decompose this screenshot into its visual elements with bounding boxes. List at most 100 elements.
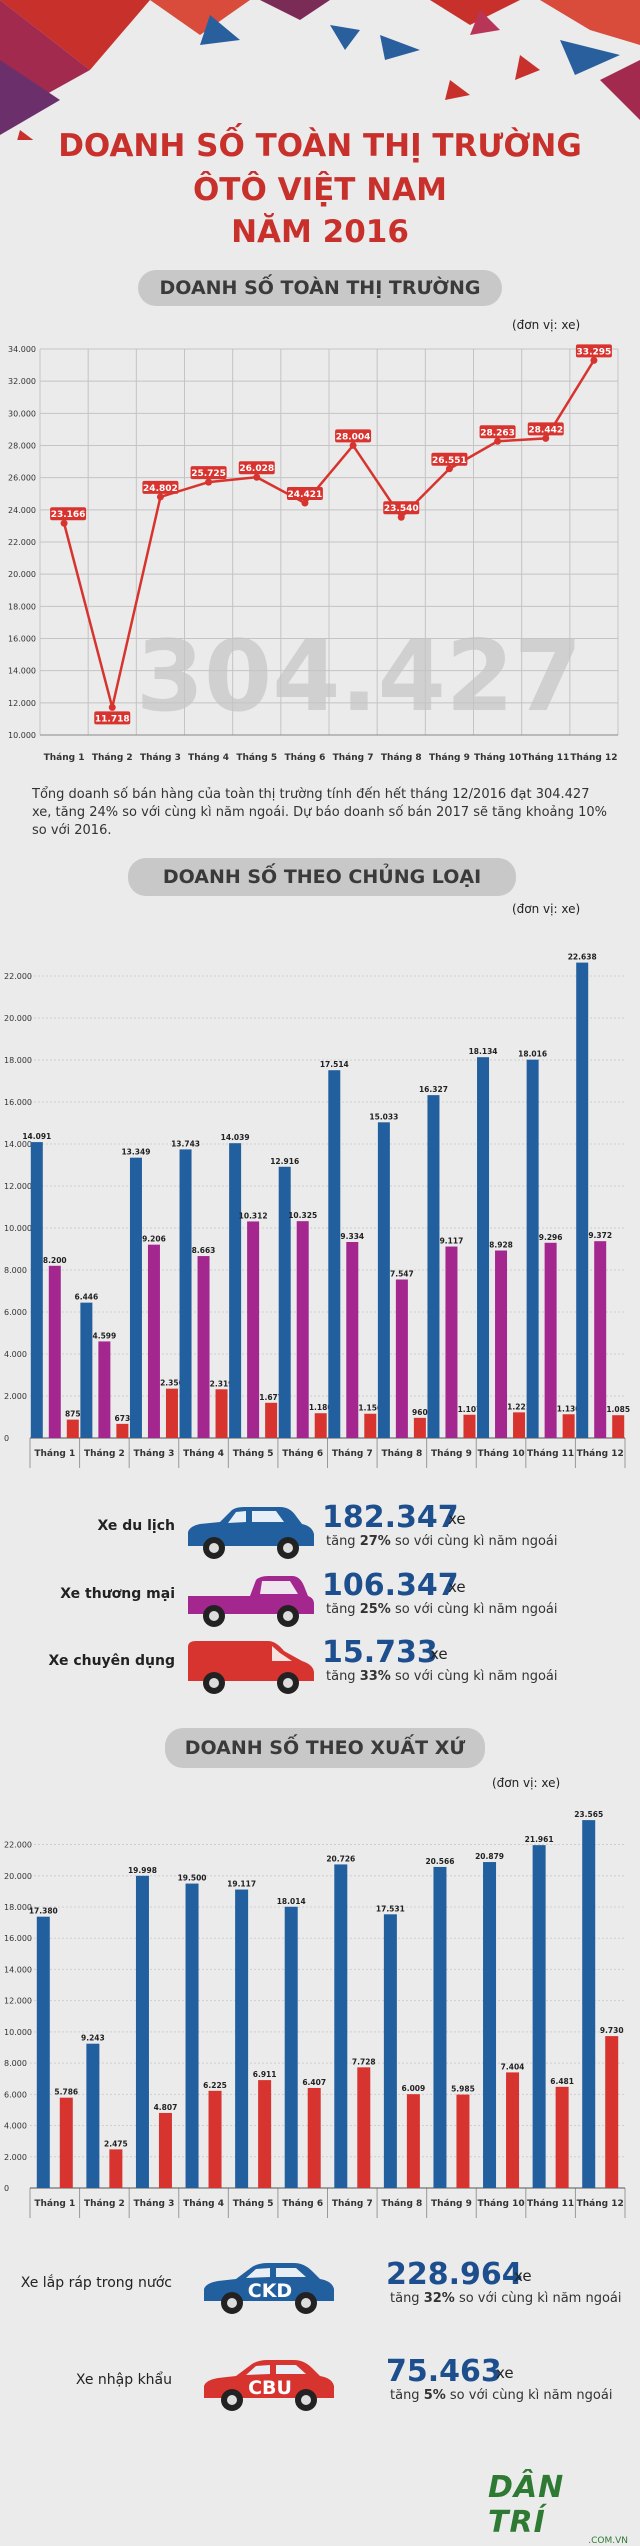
bar-value-label: 6.009 (402, 2084, 426, 2093)
bar (296, 1221, 309, 1438)
xtick-label: Tháng 1 (34, 1449, 75, 1459)
origin-label: Xe lắp ráp trong nước (20, 2275, 172, 2291)
bar-value-label: 7.728 (352, 2057, 376, 2066)
data-label: 11.718 (95, 714, 130, 724)
bar (208, 2090, 222, 2188)
ytick-label: 16.000 (4, 1098, 32, 1107)
bar (66, 1419, 79, 1438)
xtick-label: Tháng 7 (332, 1449, 373, 1459)
bar-value-label: 1.156 (358, 1404, 382, 1413)
car-badge: CBU (248, 2377, 292, 2399)
type-car (180, 1637, 320, 1703)
bar-value-label: 1.107 (458, 1405, 482, 1414)
bar-value-label: 18.134 (469, 1047, 498, 1056)
ytick-label: 14.000 (4, 1140, 32, 1149)
data-point (542, 434, 550, 442)
bar (135, 1875, 149, 2188)
bar-value-label: 18.014 (277, 1897, 306, 1906)
bar (346, 1241, 359, 1438)
bar (80, 1302, 93, 1438)
bar (513, 1412, 526, 1438)
bar-value-label: 13.349 (121, 1148, 150, 1157)
bar-value-label: 2.475 (104, 2139, 128, 2148)
xtick-label: Tháng 9 (429, 753, 470, 763)
bar (364, 1413, 377, 1438)
section1-unit: (đơn vị: xe) (512, 318, 581, 332)
type-number: 106.347 (322, 1568, 459, 1603)
data-label-bg (50, 507, 87, 521)
type-number: 15.733 (322, 1635, 438, 1670)
xtick-label: Tháng 11 (522, 753, 569, 763)
ytick-label: 22.000 (4, 1841, 32, 1850)
xtick-label: Tháng 9 (431, 2199, 472, 2209)
ytick-label: 18.000 (8, 602, 36, 611)
type-growth: tăng 33% so với cùng kì năm ngoái (326, 1669, 558, 1684)
data-label: 24.802 (143, 484, 178, 494)
section2-heading: DOANH SỐ THEO CHỦNG LOẠI (128, 858, 516, 896)
bar (445, 1246, 458, 1438)
data-label: 33.295 (577, 347, 612, 357)
bar (544, 1242, 557, 1438)
bar (278, 1166, 291, 1438)
ytick-label: 20.000 (4, 1872, 32, 1881)
ytick-label: 8.000 (4, 1266, 27, 1275)
data-point (349, 441, 357, 449)
ytick-label: 8.000 (4, 2059, 27, 2068)
bar (357, 2067, 371, 2188)
bar (395, 1279, 408, 1438)
ytick-label: 12.000 (4, 1182, 32, 1191)
bar (413, 1417, 426, 1438)
xtick-label: Tháng 1 (44, 753, 85, 763)
watermark-total: 304.427 (136, 620, 582, 734)
bar (334, 1864, 348, 2188)
data-label-bg (335, 429, 372, 443)
type-unit: xe (448, 1578, 466, 1596)
origin-growth: tăng 32% so với cùng kì năm ngoái (390, 2291, 622, 2306)
bar-value-label: 9.334 (340, 1232, 364, 1241)
bar (383, 1914, 397, 2188)
xtick-label: Tháng 5 (233, 2199, 274, 2209)
bar (406, 2094, 420, 2188)
data-label-bg (142, 480, 179, 494)
bar (463, 1414, 476, 1438)
main-title-line1: DOANH SỐ TOÀN THỊ TRƯỜNG (58, 128, 582, 164)
xtick-label: Tháng 4 (183, 1449, 224, 1459)
data-point (205, 478, 213, 486)
bar-value-label: 9.296 (539, 1233, 563, 1242)
bar-value-label: 20.726 (326, 1854, 355, 1863)
ytick-label: 18.000 (4, 1056, 32, 1065)
ytick-label: 28.000 (8, 442, 36, 451)
bar (506, 2072, 520, 2188)
xtick-label: Tháng 3 (140, 753, 181, 763)
data-point (253, 473, 261, 481)
bar (197, 1256, 210, 1438)
bar (30, 1142, 43, 1438)
type-car (180, 1570, 320, 1636)
ytick-label: 6.000 (4, 1308, 27, 1317)
xtick-label: Tháng 3 (134, 2199, 175, 2209)
xtick-label: Tháng 5 (233, 1449, 274, 1459)
data-point (156, 493, 164, 501)
xtick-label: Tháng 6 (282, 2199, 323, 2209)
type-car (180, 1502, 320, 1568)
xtick-label: Tháng 6 (282, 1449, 323, 1459)
data-label-bg (190, 466, 227, 480)
ytick-label: 12.000 (8, 699, 36, 708)
data-label: 23.540 (384, 504, 419, 514)
data-label-bg (238, 461, 275, 475)
bar-value-label: 6.225 (203, 2081, 227, 2090)
bar-value-label: 15.033 (369, 1112, 398, 1121)
main-title-line2: ÔTÔ VIỆT NAM (192, 172, 448, 208)
xtick-label: Tháng 1 (34, 2199, 75, 2209)
bar-value-label: 2.319 (210, 1379, 234, 1388)
ytick-label: 14.000 (4, 1965, 32, 1974)
xtick-label: Tháng 8 (381, 1449, 422, 1459)
bar (235, 1889, 249, 2188)
bar-value-label: 9.730 (600, 2026, 624, 2035)
ytick-label: 4.000 (4, 1350, 27, 1359)
origin-unit: xe (514, 2267, 532, 2285)
bar (377, 1122, 390, 1438)
bar (562, 1414, 575, 1438)
xtick-label: Tháng 10 (477, 1449, 524, 1459)
bar-value-label: 17.531 (376, 1904, 405, 1913)
